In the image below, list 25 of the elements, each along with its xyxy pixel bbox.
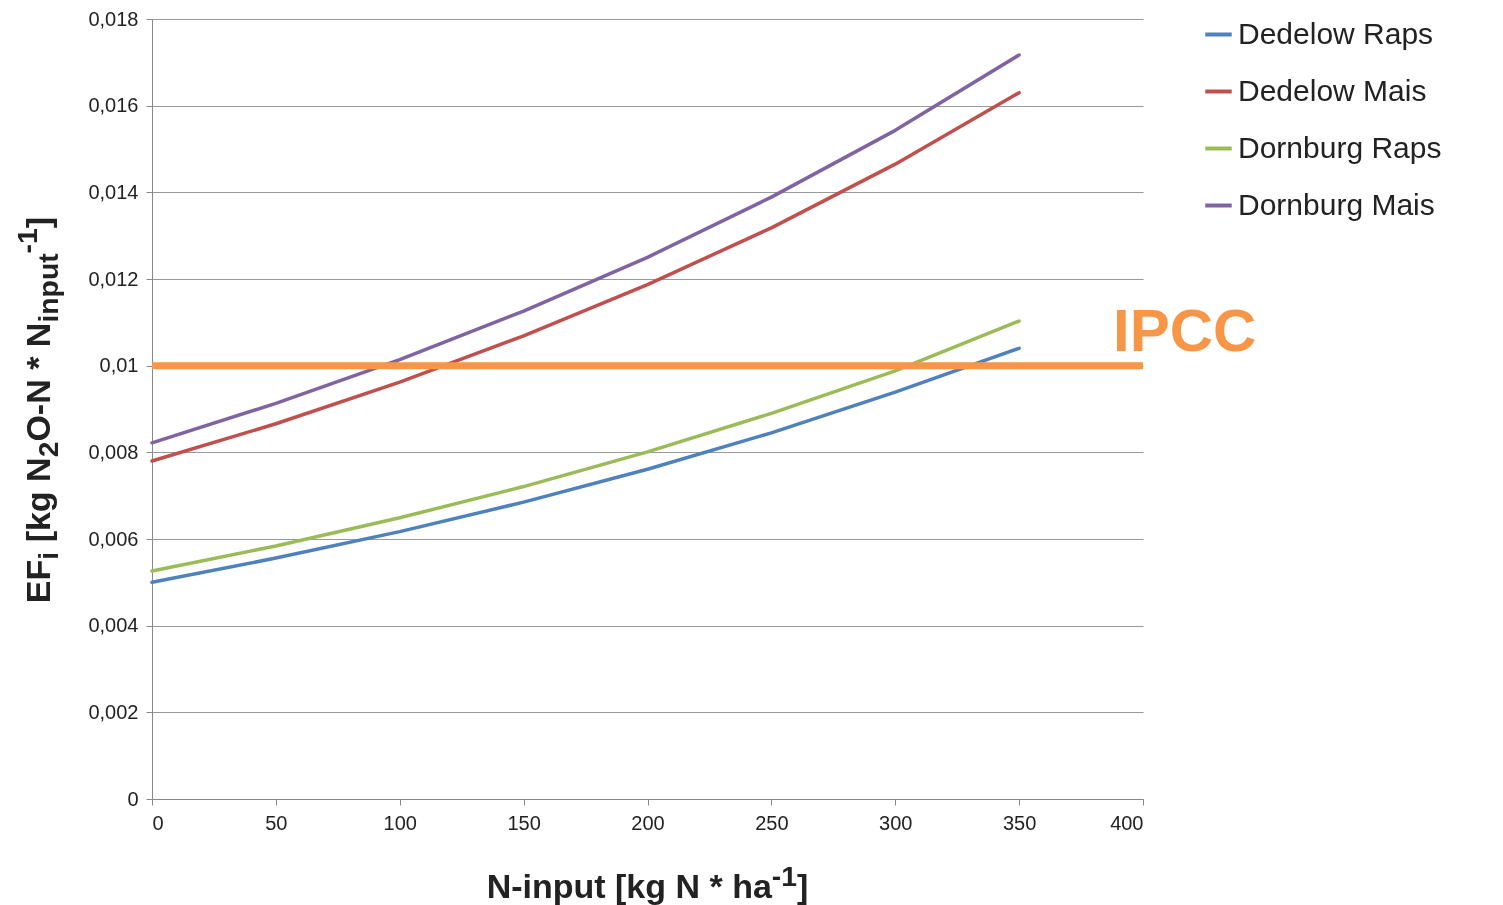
ref-line-label: IPCC <box>1113 296 1257 364</box>
x-tick-label: 350 <box>1002 811 1037 834</box>
x-axis-title: N-input [kg N * ha$^{-1}$] <box>485 860 810 905</box>
y-tick-label: 0,016 <box>88 94 139 117</box>
y-tick-label: 0,012 <box>88 267 139 290</box>
y-tick-label: 0,01 <box>99 354 139 377</box>
y-tick-label: 0,002 <box>88 700 139 723</box>
y-tick-label: 0,004 <box>88 614 139 637</box>
legend-label: Dedelow Mais <box>1238 73 1427 107</box>
y-tick-label: 0,006 <box>88 527 139 550</box>
x-tick-label: 200 <box>631 811 665 834</box>
legend-label: Dornburg Mais <box>1238 187 1435 221</box>
x-tick-label: 300 <box>879 811 913 834</box>
y-tick-label: 0 <box>127 787 139 810</box>
x-tick-label: 0 <box>152 811 164 834</box>
legend-label: Dornburg Raps <box>1238 130 1442 164</box>
x-tick-label: 50 <box>265 811 288 834</box>
y-tick-label: 0,014 <box>88 180 139 203</box>
y-tick-label: 0,018 <box>88 7 139 30</box>
x-tick-label: 250 <box>755 811 789 834</box>
legend-label: Dedelow Raps <box>1238 16 1434 50</box>
x-tick-label: 150 <box>507 811 541 834</box>
x-tick-label: 400 <box>1110 811 1144 834</box>
x-tick-label: 100 <box>383 811 417 834</box>
y-tick-label: 0,008 <box>88 440 139 463</box>
